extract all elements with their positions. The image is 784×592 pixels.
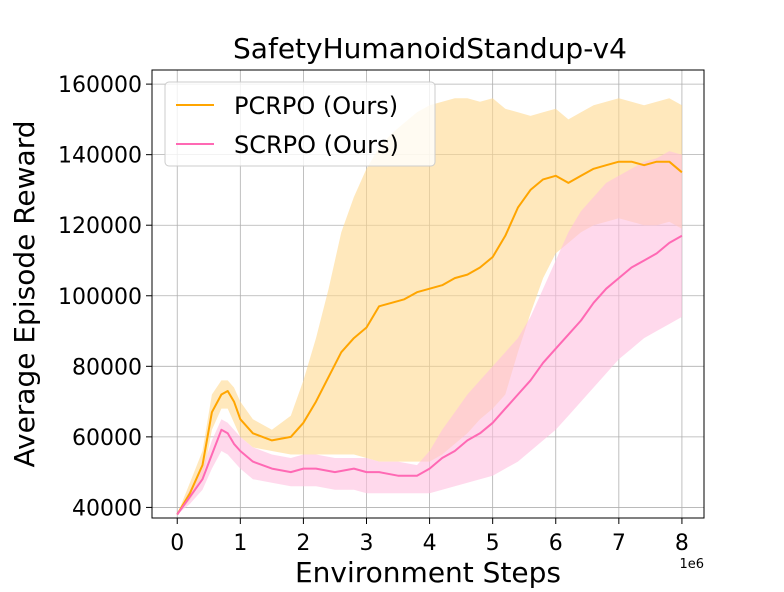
y-tick-label: 100000 xyxy=(58,285,142,310)
x-tick-label: 0 xyxy=(170,531,184,556)
band-series-0 xyxy=(177,98,682,515)
x-tick-label: 1 xyxy=(233,531,247,556)
x-tick-label: 2 xyxy=(296,531,310,556)
x-tick-label: 7 xyxy=(612,531,626,556)
axis-ticks: 0 1 2 3 4 5 6 7 8 40000 60000 80000 100000 120000 1400… xyxy=(58,73,689,556)
legend-box xyxy=(164,81,436,167)
confidence-bands xyxy=(177,98,682,515)
legend: PCRPO (Ours) SCRPO (Ours) xyxy=(164,81,436,167)
legend-label-pcrpo: PCRPO (Ours) xyxy=(234,92,398,120)
band-series-1 xyxy=(177,151,682,515)
y-tick-label: 80000 xyxy=(72,355,142,380)
x-tick-label: 5 xyxy=(486,531,500,556)
chart-title: SafetyHumanoidStandup-v4 xyxy=(233,32,627,65)
line-series-1 xyxy=(176,234,683,516)
legend-label-scrpo: SCRPO (Ours) xyxy=(234,131,399,159)
y-tick-label: 160000 xyxy=(58,73,142,98)
line-series-0 xyxy=(176,160,683,516)
y-tick-label: 120000 xyxy=(58,214,142,239)
x-tick-label: 4 xyxy=(423,531,437,556)
y-tick-label: 40000 xyxy=(72,496,142,521)
x-axis-title: Environment Steps xyxy=(295,556,561,589)
x-axis-scale-label: 1e6 xyxy=(679,557,704,572)
x-tick-label: 8 xyxy=(675,531,689,556)
plot-area xyxy=(151,69,705,519)
x-tick-label: 3 xyxy=(359,531,373,556)
y-axis-title: Average Episode Reward xyxy=(8,120,41,467)
y-tick-label: 60000 xyxy=(72,426,142,451)
x-tick-label: 6 xyxy=(549,531,563,556)
series-lines xyxy=(176,160,683,516)
y-tick-label: 140000 xyxy=(58,144,142,169)
